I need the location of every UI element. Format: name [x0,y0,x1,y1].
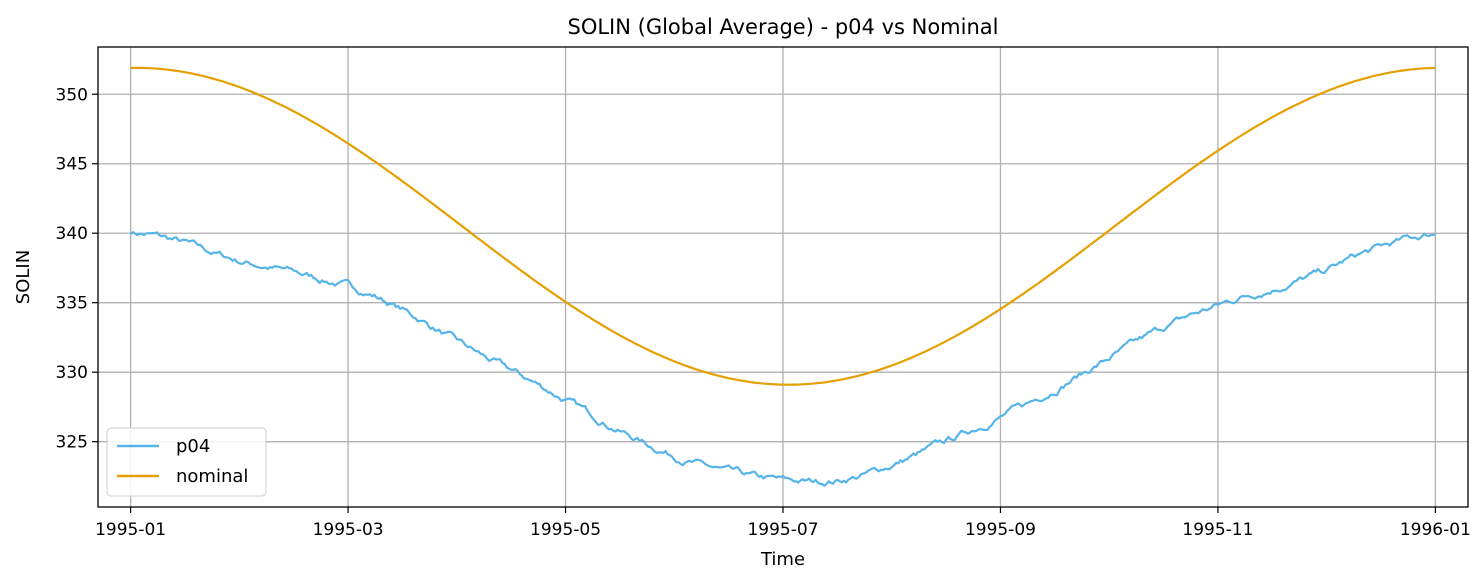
x-tick-label: 1995-11 [1182,520,1253,540]
x-tick-label: 1996-01 [1400,520,1471,540]
x-tick-label: 1995-07 [747,520,818,540]
x-tick-label: 1995-09 [965,520,1036,540]
series-line-nominal [130,66,1436,386]
y-tick-label: 350 [56,85,88,105]
y-tick-label: 330 [56,363,88,383]
chart-title: SOLIN (Global Average) - p04 vs Nominal [568,15,999,39]
ticks: 1995-01 1995-03 1995-05 1995-07 1995-09 1995-… [56,85,1471,540]
series-line-p04 [129,231,1436,487]
y-tick-label: 325 [56,433,88,453]
legend-label-nominal: nominal [176,466,248,487]
legend: p04 nominal [106,427,267,497]
series-layer [129,66,1436,487]
x-axis-title: Time [760,549,805,570]
legend-label-p04: p04 [176,436,210,457]
grid [98,47,1468,507]
y-tick-label: 340 [56,224,88,244]
y-tick-label: 345 [56,155,88,175]
x-tick-label: 1995-01 [95,520,166,540]
y-axis-title: SOLIN [13,250,34,304]
x-tick-label: 1995-03 [313,520,384,540]
x-tick-label: 1995-05 [530,520,601,540]
y-tick-label: 335 [56,294,88,314]
